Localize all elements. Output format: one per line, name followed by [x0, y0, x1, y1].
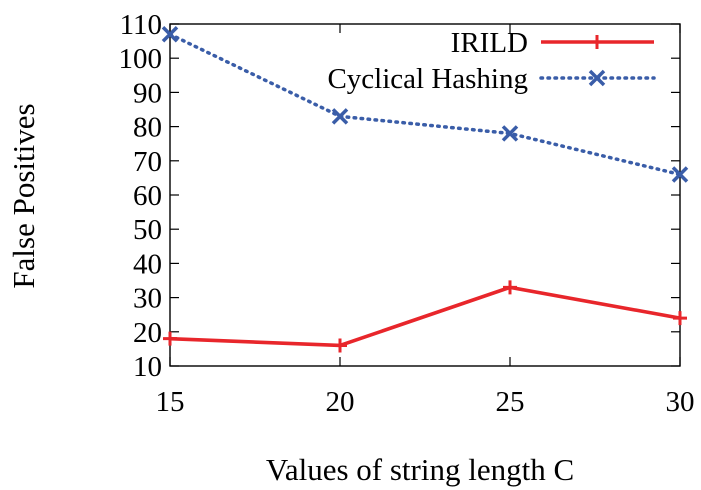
y-tick-label: 60	[133, 180, 162, 212]
legend-label: Cyclical Hashing	[327, 63, 528, 95]
plus-marker	[333, 338, 347, 353]
x-axis-label: Values of string length C	[266, 452, 574, 487]
series-line	[169, 285, 681, 348]
y-tick-label: 40	[133, 248, 162, 280]
x-marker	[161, 26, 179, 43]
y-tick-label: 80	[133, 112, 162, 144]
x-tick-label: 25	[496, 386, 525, 418]
y-tick-label: 70	[133, 146, 162, 178]
y-tick-label: 100	[119, 43, 163, 75]
y-tick-label: 50	[133, 214, 162, 246]
x-axis-ticks: 15 20 25 30	[156, 24, 695, 418]
series-layer	[161, 26, 689, 353]
plus-marker	[163, 331, 177, 346]
y-tick-label: 20	[133, 317, 162, 349]
x-marker	[501, 125, 519, 142]
y-tick-label: 110	[120, 9, 162, 41]
x-marker	[588, 69, 606, 87]
plus-marker	[590, 35, 604, 49]
series-line	[168, 32, 682, 177]
x-tick-label: 20	[326, 386, 355, 418]
legend-label: IRILD	[451, 27, 528, 59]
plus-marker	[673, 311, 687, 326]
x-marker	[331, 108, 349, 125]
x-marker	[671, 166, 689, 183]
legend: IRILD Cyclical Hashing	[327, 27, 656, 95]
y-tick-label: 30	[133, 283, 162, 315]
series-1	[161, 26, 689, 183]
y-axis-label: False Positives	[6, 103, 41, 288]
y-tick-label: 90	[133, 77, 162, 109]
x-tick-label: 15	[156, 386, 185, 418]
x-tick-label: 30	[666, 386, 695, 418]
plus-marker	[503, 280, 517, 295]
series-0	[163, 280, 687, 353]
y-tick-label: 10	[133, 351, 162, 383]
